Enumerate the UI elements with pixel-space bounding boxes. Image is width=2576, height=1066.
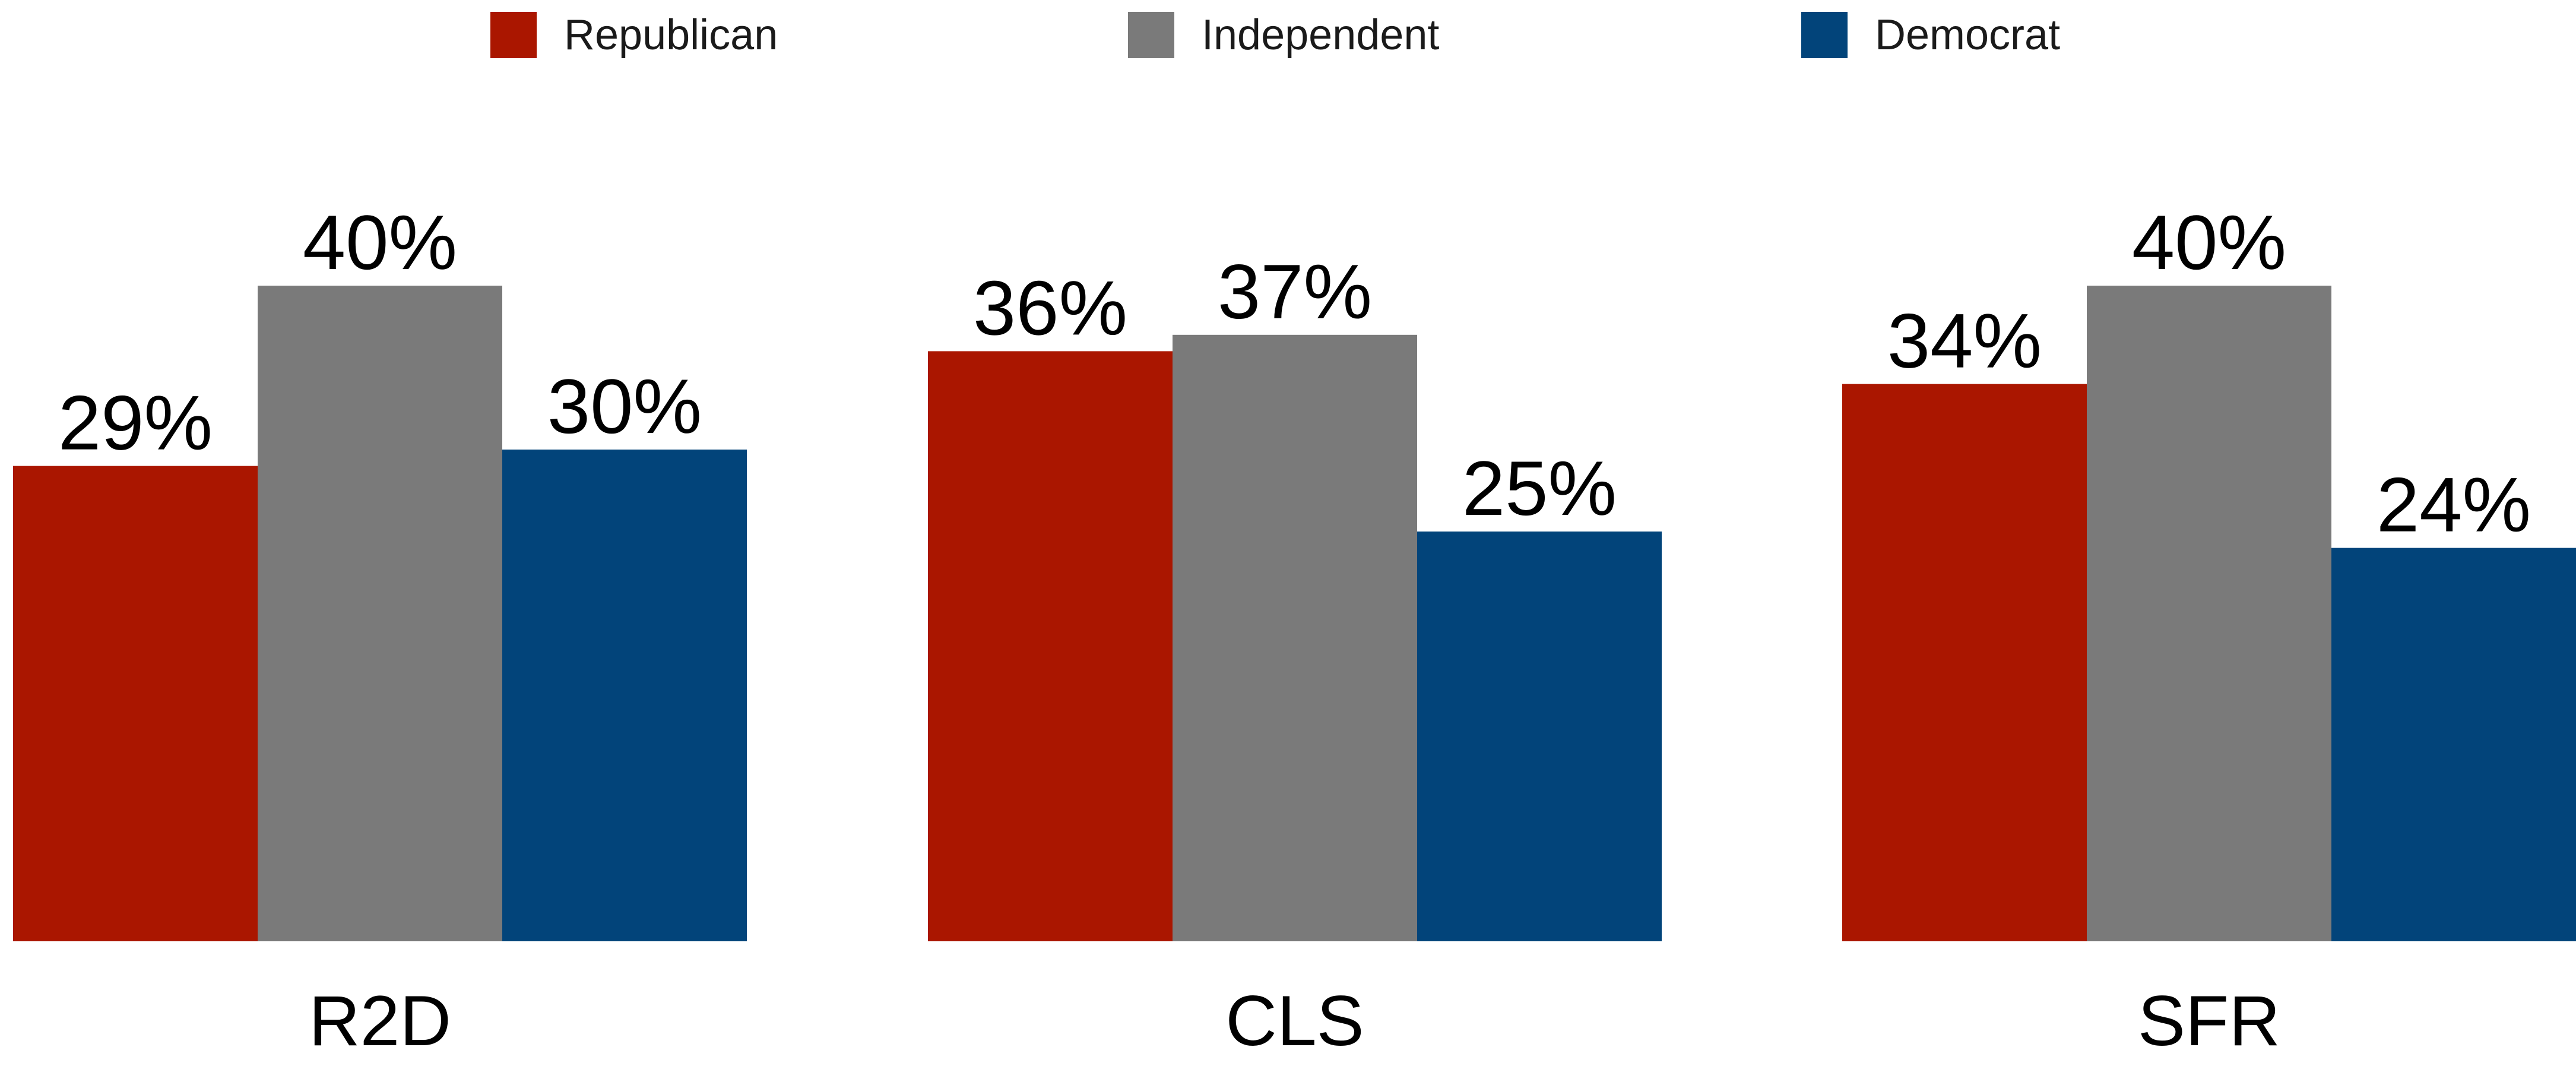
bar-cls-democrat bbox=[1417, 532, 1662, 941]
value-label-cls-republican: 36% bbox=[973, 264, 1127, 351]
value-label-cls-independent: 37% bbox=[1218, 248, 1372, 335]
value-label-sfr-independent: 40% bbox=[2132, 199, 2286, 286]
legend-label-democrat: Democrat bbox=[1875, 11, 2060, 59]
legend-swatch-republican bbox=[490, 12, 537, 58]
legend-swatch-democrat bbox=[1801, 12, 1848, 58]
value-label-sfr-democrat: 24% bbox=[2377, 461, 2531, 548]
legend-swatch-independent bbox=[1128, 12, 1174, 58]
bar-sfr-democrat bbox=[2331, 548, 2576, 941]
bar-cls-republican bbox=[928, 351, 1173, 941]
bar-sfr-republican bbox=[1842, 384, 2087, 941]
category-label-sfr: SFR bbox=[2138, 981, 2280, 1061]
value-label-r2d-republican: 29% bbox=[58, 379, 213, 466]
value-label-sfr-republican: 34% bbox=[1887, 298, 2042, 384]
category-label-r2d: R2D bbox=[309, 981, 451, 1061]
bar-r2d-republican bbox=[13, 466, 258, 941]
legend-label-republican: Republican bbox=[564, 11, 778, 59]
category-label-cls: CLS bbox=[1225, 981, 1364, 1061]
value-label-r2d-democrat: 30% bbox=[547, 363, 702, 450]
value-label-r2d-independent: 40% bbox=[303, 199, 457, 286]
bar-r2d-independent bbox=[258, 286, 502, 941]
legend-label-independent: Independent bbox=[1202, 11, 1439, 59]
bar-sfr-independent bbox=[2087, 286, 2331, 941]
bar-r2d-democrat bbox=[502, 450, 747, 941]
value-label-cls-democrat: 25% bbox=[1462, 445, 1617, 532]
bar-cls-independent bbox=[1173, 334, 1417, 941]
